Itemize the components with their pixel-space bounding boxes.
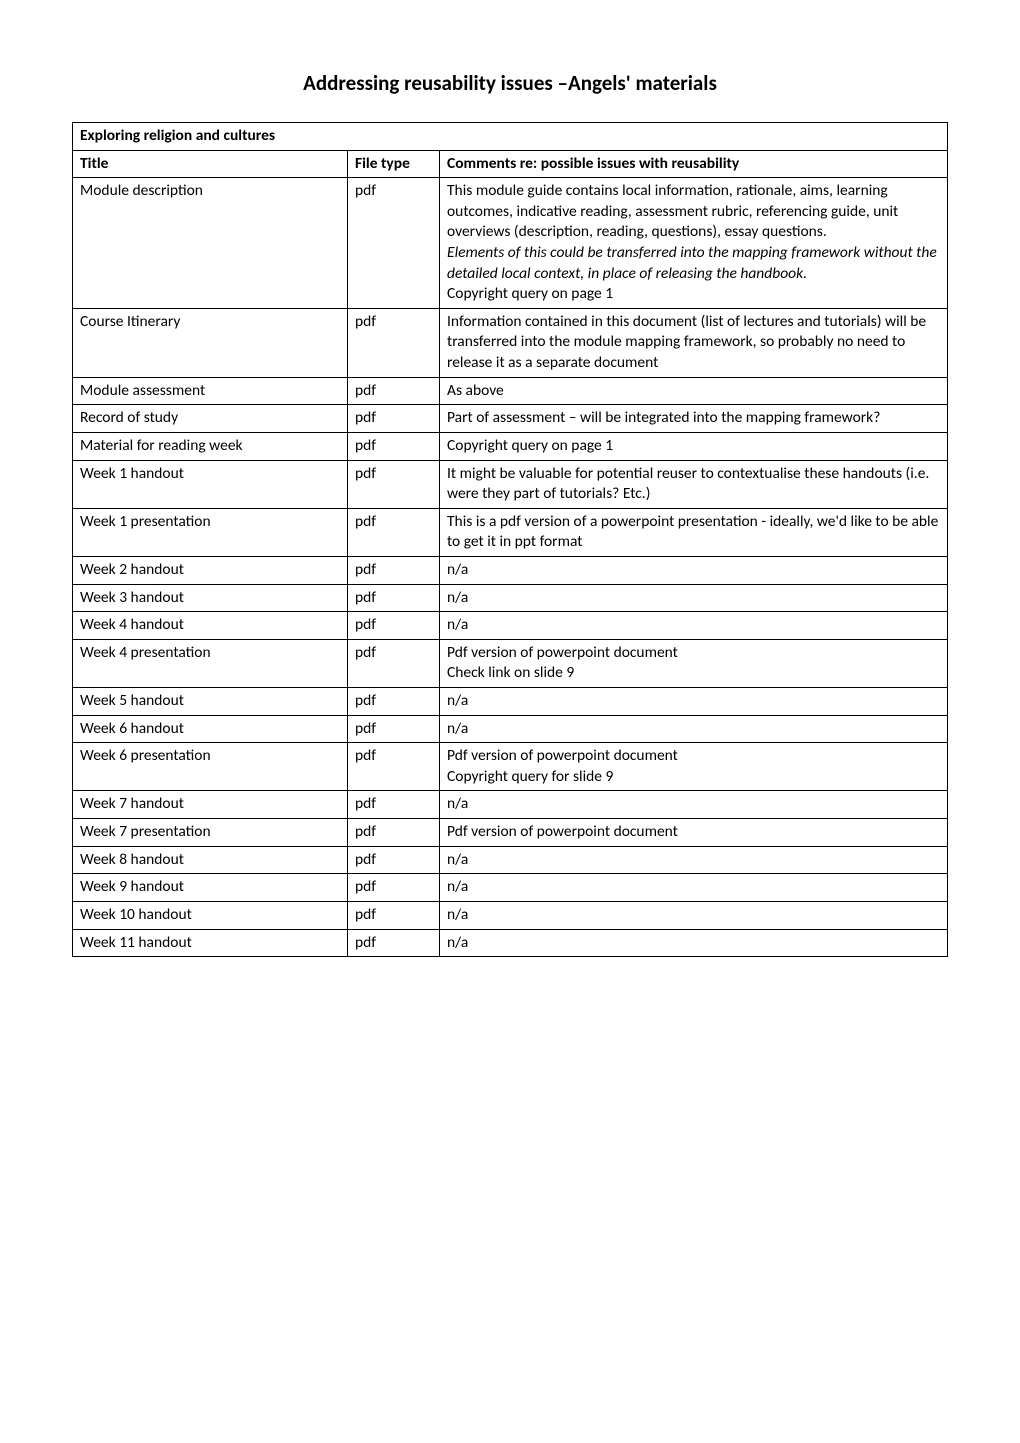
cell-title: Week 7 presentation — [73, 819, 348, 847]
cell-title: Week 3 handout — [73, 584, 348, 612]
cell-title: Module assessment — [73, 377, 348, 405]
cell-title: Week 7 handout — [73, 791, 348, 819]
cell-comments: n/a — [440, 715, 948, 743]
cell-file-type: pdf — [348, 178, 440, 309]
table-row: Week 4 handout pdf n/a — [73, 612, 948, 640]
cell-file-type: pdf — [348, 377, 440, 405]
cell-file-type: pdf — [348, 929, 440, 957]
cell-comments: Pdf version of powerpoint document — [440, 819, 948, 847]
table-row: Week 8 handout pdf n/a — [73, 846, 948, 874]
section-header-row: Exploring religion and cultures — [73, 123, 948, 151]
cell-title: Week 8 handout — [73, 846, 348, 874]
section-title: Exploring religion and cultures — [73, 123, 948, 151]
comments-italic: Elements of this could be transferred in… — [447, 243, 937, 283]
cell-file-type: pdf — [348, 743, 440, 791]
cell-comments: n/a — [440, 874, 948, 902]
table-row: Week 10 handout pdf n/a — [73, 901, 948, 929]
col-file-type: File type — [348, 150, 440, 178]
cell-comments: n/a — [440, 929, 948, 957]
cell-comments: n/a — [440, 584, 948, 612]
cell-title: Module description — [73, 178, 348, 309]
table-row: Course Itinerary pdf Information contain… — [73, 308, 948, 377]
cell-title: Course Itinerary — [73, 308, 348, 377]
table-row: Module assessment pdf As above — [73, 377, 948, 405]
table-row: Material for reading week pdf Copyright … — [73, 432, 948, 460]
cell-file-type: pdf — [348, 405, 440, 433]
table-row: Week 6 presentation pdf Pdf version of p… — [73, 743, 948, 791]
column-header-row: Title File type Comments re: possible is… — [73, 150, 948, 178]
cell-comments: n/a — [440, 901, 948, 929]
table-row: Week 1 presentation pdf This is a pdf ve… — [73, 508, 948, 556]
cell-file-type: pdf — [348, 584, 440, 612]
table-row: Week 1 handout pdf It might be valuable … — [73, 460, 948, 508]
cell-comments: Information contained in this document (… — [440, 308, 948, 377]
table-row: Week 11 handout pdf n/a — [73, 929, 948, 957]
cell-comments: This is a pdf version of a powerpoint pr… — [440, 508, 948, 556]
cell-title: Week 11 handout — [73, 929, 348, 957]
cell-file-type: pdf — [348, 508, 440, 556]
cell-title: Week 4 presentation — [73, 639, 348, 687]
cell-title: Week 6 presentation — [73, 743, 348, 791]
cell-file-type: pdf — [348, 874, 440, 902]
cell-title: Week 5 handout — [73, 688, 348, 716]
table-row: Record of study pdf Part of assessment –… — [73, 405, 948, 433]
table-row: Week 5 handout pdf n/a — [73, 688, 948, 716]
cell-comments: As above — [440, 377, 948, 405]
cell-comments: n/a — [440, 612, 948, 640]
comments-plain: This module guide contains local informa… — [447, 181, 898, 241]
cell-comments: Part of assessment – will be integrated … — [440, 405, 948, 433]
cell-comments: n/a — [440, 791, 948, 819]
cell-file-type: pdf — [348, 308, 440, 377]
cell-file-type: pdf — [348, 612, 440, 640]
cell-comments: Pdf version of powerpoint documentCheck … — [440, 639, 948, 687]
cell-comments: Copyright query on page 1 — [440, 432, 948, 460]
cell-title: Week 4 handout — [73, 612, 348, 640]
cell-comments: It might be valuable for potential reuse… — [440, 460, 948, 508]
cell-title: Week 1 handout — [73, 460, 348, 508]
cell-file-type: pdf — [348, 688, 440, 716]
col-title: Title — [73, 150, 348, 178]
page-title: Addressing reusability issues –Angels' m… — [72, 70, 948, 96]
cell-title: Week 10 handout — [73, 901, 348, 929]
cell-file-type: pdf — [348, 715, 440, 743]
cell-comments: n/a — [440, 846, 948, 874]
cell-title: Week 2 handout — [73, 556, 348, 584]
table-row: Week 2 handout pdf n/a — [73, 556, 948, 584]
table-row: Module description pdf This module guide… — [73, 178, 948, 309]
table-row: Week 3 handout pdf n/a — [73, 584, 948, 612]
cell-title: Record of study — [73, 405, 348, 433]
cell-file-type: pdf — [348, 819, 440, 847]
table-row: Week 4 presentation pdf Pdf version of p… — [73, 639, 948, 687]
cell-comments: n/a — [440, 556, 948, 584]
cell-file-type: pdf — [348, 432, 440, 460]
table-row: Week 6 handout pdf n/a — [73, 715, 948, 743]
cell-file-type: pdf — [348, 846, 440, 874]
cell-file-type: pdf — [348, 460, 440, 508]
cell-title: Material for reading week — [73, 432, 348, 460]
table-row: Week 7 presentation pdf Pdf version of p… — [73, 819, 948, 847]
col-comments: Comments re: possible issues with reusab… — [440, 150, 948, 178]
cell-comments: n/a — [440, 688, 948, 716]
comments-tail: Copyright query on page 1 — [447, 284, 613, 303]
cell-comments: This module guide contains local informa… — [440, 178, 948, 309]
cell-title: Week 1 presentation — [73, 508, 348, 556]
cell-file-type: pdf — [348, 901, 440, 929]
cell-title: Week 9 handout — [73, 874, 348, 902]
cell-title: Week 6 handout — [73, 715, 348, 743]
cell-file-type: pdf — [348, 791, 440, 819]
cell-comments: Pdf version of powerpoint documentCopyri… — [440, 743, 948, 791]
materials-table: Exploring religion and cultures Title Fi… — [72, 122, 948, 957]
table-row: Week 9 handout pdf n/a — [73, 874, 948, 902]
table-row: Week 7 handout pdf n/a — [73, 791, 948, 819]
cell-file-type: pdf — [348, 556, 440, 584]
cell-file-type: pdf — [348, 639, 440, 687]
